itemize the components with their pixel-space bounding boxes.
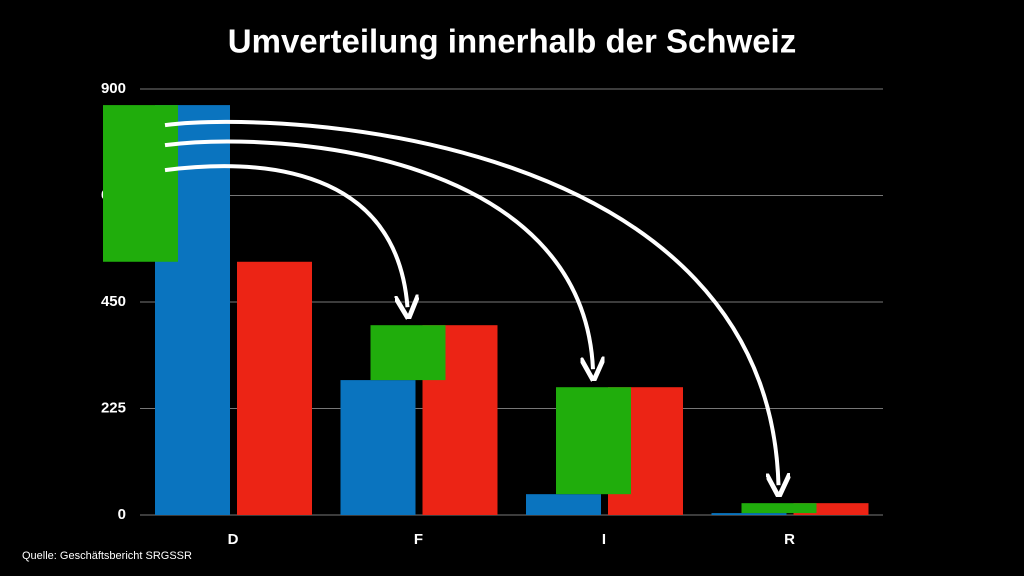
bar-segment (370, 325, 446, 381)
source: Quelle: Geschäftsbericht SRGSSR (22, 550, 192, 562)
bar (711, 513, 787, 515)
bar (340, 380, 416, 515)
y-tick-label: 900 (101, 80, 126, 97)
bar-segment (741, 503, 817, 514)
x-tick-label: F (414, 531, 423, 548)
x-tick-label: R (784, 531, 795, 548)
y-tick-label: 225 (101, 399, 126, 416)
bars (103, 105, 869, 516)
chart-title: Umverteilung innerhalb der Schweiz (228, 23, 796, 60)
x-tick-label: I (602, 531, 606, 548)
arrow (164, 119, 779, 485)
y-tick-label: 0 (118, 506, 126, 523)
arrow (164, 139, 593, 370)
x-tick-label: D (228, 531, 239, 548)
bar-segment (556, 387, 631, 495)
bar (526, 494, 601, 515)
bar-segment (103, 105, 178, 262)
y-tick-label: 450 (101, 293, 126, 310)
arrows (164, 119, 779, 485)
bar (793, 503, 869, 515)
bar (237, 261, 312, 515)
arrow (164, 164, 408, 307)
